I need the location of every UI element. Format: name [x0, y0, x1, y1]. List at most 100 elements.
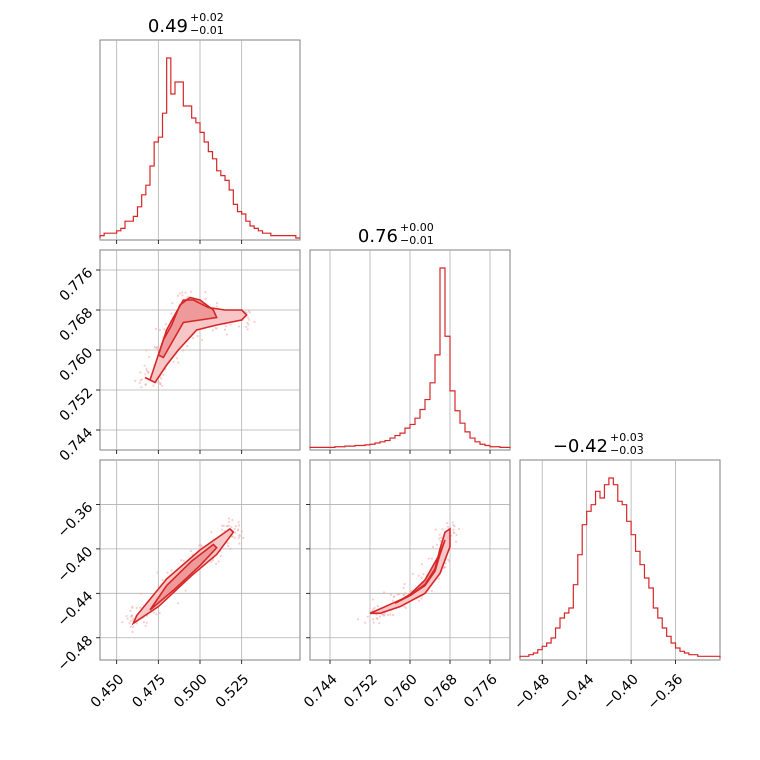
scatter-point — [434, 528, 437, 531]
scatter-point — [404, 592, 407, 595]
y-tick-label: −0.48 — [55, 633, 97, 675]
scatter-point — [233, 536, 236, 539]
scatter-point — [233, 527, 236, 530]
contour-fill-inner — [158, 297, 217, 358]
scatter-point — [158, 611, 161, 615]
y-tick-label: −0.36 — [55, 499, 97, 541]
param-title-plus-0: +0.02 — [190, 11, 224, 24]
scatter-point — [228, 524, 231, 527]
contour-line-inner — [149, 543, 218, 611]
scatter-point — [226, 524, 229, 527]
scatter-point — [184, 291, 187, 294]
scatter-point — [144, 383, 147, 386]
scatter-point — [431, 545, 435, 549]
scatter-point — [422, 572, 425, 576]
contour-fill-inner — [150, 544, 217, 610]
scatter-point — [435, 543, 439, 546]
param-title-2: −0.42 — [553, 436, 608, 457]
scatter-point — [245, 311, 248, 314]
scatter-point — [160, 384, 164, 387]
contour-line-inner — [157, 296, 218, 359]
x-tick-label: 0.450 — [88, 671, 128, 711]
scatter-point — [140, 386, 143, 389]
scatter-point — [420, 597, 423, 600]
scatter-point — [453, 532, 456, 535]
scatter-point — [247, 309, 250, 313]
scatter-point — [163, 328, 166, 331]
scatter-point — [227, 520, 231, 524]
scatter-point — [223, 328, 227, 331]
scatter-point — [229, 323, 232, 326]
scatter-point — [139, 371, 142, 374]
contour-fill-outer — [145, 300, 247, 383]
scatter-point — [129, 609, 132, 613]
scatter-point — [156, 381, 159, 384]
scatter-point — [204, 291, 207, 294]
scatter-point — [152, 384, 155, 387]
histogram-2 — [519, 477, 721, 658]
scatter-point — [182, 349, 185, 352]
scatter-point — [396, 593, 399, 596]
scatter-point — [452, 528, 455, 531]
y-tick-label: 0.768 — [57, 305, 97, 345]
scatter-point — [176, 294, 180, 297]
scatter-point — [237, 521, 240, 524]
scatter-point — [438, 533, 441, 536]
scatter-point — [444, 562, 447, 565]
scatter-point — [356, 618, 360, 621]
contour-line-inner — [394, 539, 446, 605]
scatter-point — [237, 325, 240, 328]
scatter-point — [238, 542, 241, 545]
scatter-point — [204, 298, 207, 301]
scatter-point — [225, 333, 229, 336]
scatter-point — [177, 361, 180, 364]
scatter-point — [166, 571, 169, 574]
scatter-point — [248, 318, 251, 321]
scatter-point — [371, 598, 374, 601]
y-tick-label: −0.44 — [55, 588, 97, 630]
scatter-point — [373, 606, 376, 610]
scatter-point — [152, 611, 156, 614]
scatter-point — [376, 604, 379, 608]
scatter-point — [219, 554, 223, 558]
scatter-point — [378, 621, 381, 625]
x-tick-label: 0.475 — [129, 671, 169, 711]
scatter-point — [372, 608, 375, 611]
scatter-point — [447, 558, 450, 561]
scatter-point — [364, 621, 367, 624]
y-tick-label: 0.760 — [57, 345, 97, 385]
scatter-point — [455, 533, 458, 537]
scatter-point — [404, 606, 408, 610]
y-tick-label: 0.752 — [57, 385, 97, 425]
scatter-point — [222, 524, 225, 527]
scatter-point — [180, 559, 183, 562]
scatter-point — [198, 544, 201, 547]
scatter-point — [403, 593, 406, 596]
scatter-point — [145, 349, 148, 352]
scatter-point — [242, 536, 245, 540]
scatter-point — [131, 630, 134, 633]
scatter-point — [451, 521, 455, 524]
scatter-point — [229, 547, 232, 550]
histogram-1 — [309, 267, 511, 448]
scatter-point — [215, 305, 218, 308]
scatter-point — [378, 615, 382, 618]
scatter-point — [253, 320, 256, 324]
scatter-point — [144, 624, 147, 627]
scatter-point — [126, 617, 129, 620]
scatter-point — [238, 524, 241, 527]
scatter-point — [430, 557, 433, 560]
y-tick-label: 0.776 — [57, 265, 97, 305]
x-tick-label: 0.525 — [213, 671, 253, 711]
scatter-point — [439, 539, 442, 543]
scatter-point — [452, 524, 455, 527]
scatter-point — [131, 605, 134, 608]
scatter-point — [382, 591, 386, 594]
scatter-point — [170, 312, 173, 315]
scatter-point — [210, 560, 213, 563]
scatter-point — [246, 328, 249, 331]
param-title-1: 0.76 — [358, 226, 398, 247]
scatter-point — [143, 364, 146, 367]
scatter-point — [393, 595, 396, 598]
scatter-point — [231, 518, 234, 522]
